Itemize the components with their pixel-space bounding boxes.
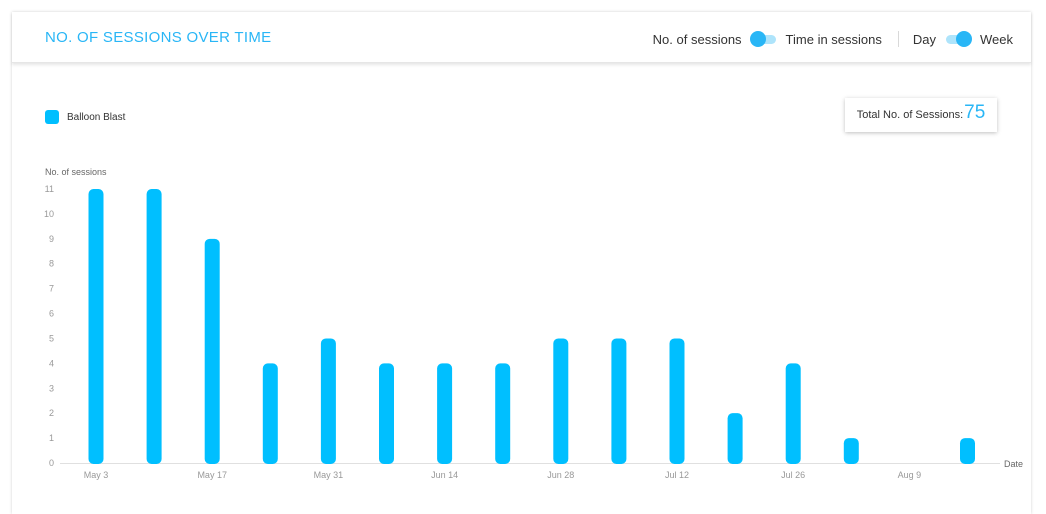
- period-toggle[interactable]: [944, 31, 972, 47]
- metric-toggle-left-label[interactable]: No. of sessions: [652, 31, 742, 47]
- bar: [204, 238, 220, 464]
- y-tick-label: 10: [44, 209, 54, 219]
- bar: [320, 338, 336, 464]
- y-tick-label: 2: [49, 408, 54, 418]
- y-tick-label: 11: [45, 184, 54, 194]
- legend-label: Balloon Blast: [67, 111, 126, 123]
- x-tick-label: Jun 14: [431, 470, 458, 480]
- toggle-knob-icon: [749, 31, 766, 47]
- x-tick-label: Aug 9: [898, 470, 922, 480]
- chart-controls: No. of sessions Time in sessions Day Wee…: [653, 29, 1013, 49]
- y-tick-label: 9: [49, 234, 54, 244]
- period-toggle-left-label[interactable]: Day: [912, 31, 936, 47]
- bar: [843, 438, 859, 464]
- total-sessions-label: Total No. of Sessions:: [856, 109, 964, 121]
- bar: [727, 413, 743, 464]
- controls-divider: [897, 31, 899, 47]
- y-axis-title: No. of sessions: [45, 167, 107, 177]
- bar: [88, 189, 104, 464]
- metric-toggle-right-label[interactable]: Time in sessions: [785, 31, 882, 47]
- metric-toggle[interactable]: [749, 31, 778, 47]
- card-header: NO. OF SESSIONS OVER TIME No. of session…: [12, 12, 1031, 63]
- y-tick-label: 7: [49, 284, 54, 294]
- bar: [553, 338, 569, 464]
- bar: [146, 189, 162, 464]
- x-tick-label: May 3: [84, 470, 109, 480]
- x-tick-label: Jul 26: [781, 470, 805, 480]
- bar: [379, 363, 394, 464]
- chart-legend: Balloon Blast: [45, 110, 125, 124]
- y-tick-label: 0: [49, 458, 54, 468]
- x-tick-label: Jun 28: [547, 470, 574, 480]
- y-tick-label: 5: [49, 333, 54, 343]
- x-axis-title: Date: [1004, 459, 1023, 469]
- toggle-knob-icon: [956, 31, 972, 47]
- bar: [785, 363, 801, 464]
- y-tick-label: 4: [49, 358, 54, 368]
- period-toggle-right-label[interactable]: Week: [980, 31, 1013, 47]
- bar: [611, 338, 627, 464]
- y-tick-label: 8: [49, 259, 54, 269]
- x-tick-label: May 31: [314, 470, 344, 480]
- total-sessions-box: Total No. of Sessions: 75: [845, 98, 997, 132]
- x-tick-label: Jul 12: [665, 470, 689, 480]
- bar: [495, 363, 511, 464]
- sessions-chart-card: NO. OF SESSIONS OVER TIME No. of session…: [12, 12, 1031, 514]
- y-tick-label: 1: [49, 433, 54, 443]
- total-sessions-value: 75: [964, 102, 986, 123]
- bar: [669, 338, 685, 464]
- y-tick-label: 6: [49, 309, 54, 319]
- bar: [437, 363, 453, 464]
- bar-chart: No. of sessions 0 1 2 3 4 5 6 7 8 9 10 11 Date May 3 Ma…: [44, 167, 1023, 480]
- chart-title: NO. OF SESSIONS OVER TIME: [45, 29, 272, 46]
- x-tick-label: May 17: [197, 470, 227, 480]
- legend-swatch: [45, 110, 59, 124]
- y-tick-label: 3: [49, 383, 54, 393]
- bar: [960, 438, 975, 464]
- bar: [262, 363, 278, 464]
